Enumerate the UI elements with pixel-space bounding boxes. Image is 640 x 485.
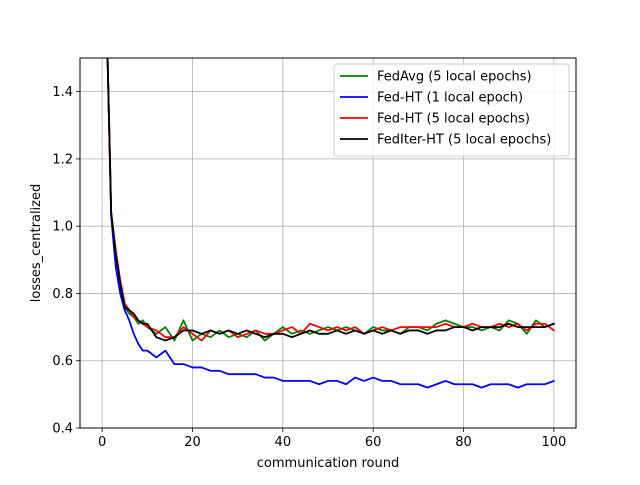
legend-label: Fed-HT (1 local epoch) [377, 91, 523, 106]
x-axis-label: communication round [257, 456, 399, 471]
legend-label: Fed-HT (5 local epochs) [377, 112, 530, 127]
y-tick-label: 1.2 [52, 152, 73, 167]
x-tick-label: 20 [184, 435, 201, 450]
legend-label: FedIter-HT (5 local epochs) [377, 133, 551, 148]
x-tick-label: 0 [98, 435, 106, 450]
x-tick-label: 60 [365, 435, 382, 450]
series-line-4 [106, 58, 555, 342]
series-lines [106, 58, 555, 389]
series-line-2 [106, 58, 555, 389]
y-tick-label: 1.0 [52, 220, 73, 235]
x-tick-label: 80 [455, 435, 472, 450]
y-tick-label: 0.8 [52, 287, 73, 302]
legend-label: FedAvg (5 local epochs) [377, 70, 532, 85]
x-tick-label: 40 [275, 435, 292, 450]
legend-box [333, 63, 570, 157]
y-tick-label: 0.4 [52, 422, 73, 437]
series-line-3 [106, 58, 555, 342]
plot-frame [79, 57, 577, 429]
axis-ticks: 0 20 40 60 80 100 0.4 0.6 0.8 1.0 1.2 1.4 [52, 85, 566, 450]
y-tick-label: 0.6 [52, 354, 73, 369]
y-tick-label: 1.4 [52, 85, 73, 100]
grid-lines [80, 58, 576, 429]
y-axis-label: losses_centralized [29, 184, 44, 302]
legend: FedAvg (5 local epochs) Fed-HT (1 local e… [333, 63, 570, 157]
x-tick-label: 100 [541, 435, 566, 450]
